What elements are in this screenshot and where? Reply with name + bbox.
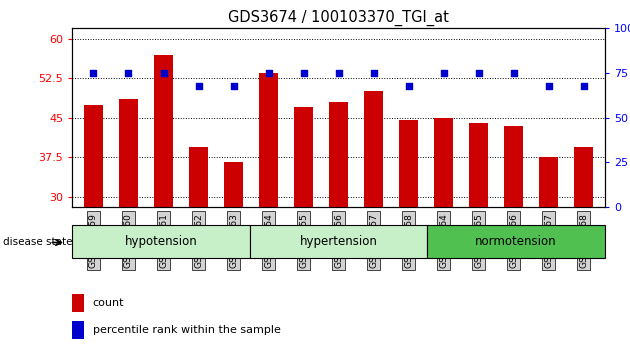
Text: percentile rank within the sample: percentile rank within the sample <box>93 325 280 335</box>
Point <box>193 83 203 88</box>
Bar <box>119 99 138 354</box>
Point <box>159 70 169 76</box>
Bar <box>427 225 605 258</box>
Bar <box>434 118 454 354</box>
Bar <box>294 107 313 354</box>
Point <box>333 70 343 76</box>
Point <box>88 70 98 76</box>
Point <box>474 70 484 76</box>
Bar <box>259 73 278 354</box>
Bar <box>364 91 383 354</box>
Bar <box>72 321 84 339</box>
Point <box>369 70 379 76</box>
Text: normotension: normotension <box>475 235 557 248</box>
Text: disease state: disease state <box>3 238 72 247</box>
Bar <box>504 126 524 354</box>
Title: GDS3674 / 100103370_TGI_at: GDS3674 / 100103370_TGI_at <box>228 9 449 25</box>
Point <box>438 70 449 76</box>
Point <box>404 83 414 88</box>
Point <box>544 83 554 88</box>
Bar <box>329 102 348 354</box>
Point <box>123 70 134 76</box>
Bar <box>539 157 558 354</box>
Point <box>299 70 309 76</box>
Bar <box>189 147 208 354</box>
Bar <box>469 123 488 354</box>
Text: hypotension: hypotension <box>125 235 198 248</box>
Bar <box>399 120 418 354</box>
Bar <box>224 162 243 354</box>
Bar <box>84 104 103 354</box>
Bar <box>574 147 593 354</box>
Point <box>579 83 589 88</box>
Point <box>263 70 273 76</box>
Point <box>508 70 518 76</box>
Bar <box>250 225 427 258</box>
Bar <box>72 225 250 258</box>
Bar <box>72 295 84 312</box>
Text: hypertension: hypertension <box>300 235 377 248</box>
Text: count: count <box>93 298 124 308</box>
Bar <box>154 55 173 354</box>
Point <box>229 83 239 88</box>
